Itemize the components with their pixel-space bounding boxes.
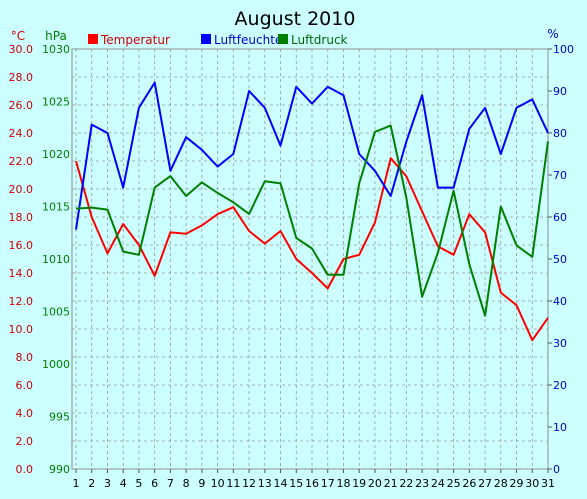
pressure-tick-label: 1030 xyxy=(42,43,70,56)
temp-tick-label: 28.0 xyxy=(9,71,34,84)
temp-tick-label: 14.0 xyxy=(9,267,34,280)
x-tick-label: 4 xyxy=(120,477,127,490)
pressure-tick-label: 1020 xyxy=(42,148,70,161)
x-tick-label: 22 xyxy=(399,477,413,490)
x-tick-label: 31 xyxy=(541,477,555,490)
x-tick-label: 2 xyxy=(88,477,95,490)
x-tick-label: 3 xyxy=(104,477,111,490)
temp-tick-label: 22.0 xyxy=(9,155,34,168)
humidity-tick-label: 0 xyxy=(553,463,560,476)
x-tick-label: 12 xyxy=(242,477,256,490)
series-lines xyxy=(75,81,549,342)
temp-tick-label: 16.0 xyxy=(9,239,34,252)
pressure-tick-label: 995 xyxy=(49,411,70,424)
x-tick-label: 25 xyxy=(447,477,461,490)
temp-tick-label: 24.0 xyxy=(9,127,34,140)
x-tick-label: 20 xyxy=(368,477,382,490)
x-tick-label: 11 xyxy=(226,477,240,490)
x-tick-label: 5 xyxy=(135,477,142,490)
pressure-tick-label: 1005 xyxy=(42,306,70,319)
pressure-tick-label: 1000 xyxy=(42,358,70,371)
x-tick-label: 23 xyxy=(415,477,429,490)
x-tick-label: 10 xyxy=(211,477,225,490)
legend-label-luftfeuchte: Luftfeuchte xyxy=(214,33,282,47)
humidity-tick-label: 10 xyxy=(553,421,567,434)
legend-swatch-luftdruck xyxy=(278,34,288,44)
temp-tick-label: 2.0 xyxy=(16,435,34,448)
humidity-tick-label: 60 xyxy=(553,211,567,224)
temp-unit-label: °C xyxy=(11,29,25,43)
humidity-tick-label: 70 xyxy=(553,169,567,182)
humidity-tick-label: 80 xyxy=(553,127,567,140)
humidity-tick-label: 20 xyxy=(553,379,567,392)
x-tick-label: 26 xyxy=(462,477,476,490)
temp-tick-label: 4.0 xyxy=(16,407,34,420)
temp-tick-label: 26.0 xyxy=(9,99,34,112)
temp-tick-label: 0.0 xyxy=(16,463,34,476)
x-tick-label: 14 xyxy=(274,477,288,490)
temp-tick-label: 20.0 xyxy=(9,183,34,196)
x-tick-label: 8 xyxy=(183,477,190,490)
legend-label-temperatur: Temperatur xyxy=(100,33,170,47)
x-tick-label: 30 xyxy=(525,477,539,490)
temp-tick-label: 30.0 xyxy=(9,43,34,56)
humidity-unit-label: % xyxy=(547,27,558,41)
x-tick-label: 28 xyxy=(494,477,508,490)
luftdruck-line xyxy=(75,124,549,317)
temp-tick-label: 8.0 xyxy=(16,351,34,364)
chart-legend: Temperatur Luftfeuchte Luftdruck xyxy=(88,33,348,47)
x-tick-label: 16 xyxy=(305,477,319,490)
x-tick-label: 27 xyxy=(478,477,492,490)
x-tick-label: 7 xyxy=(167,477,174,490)
chart-title: August 2010 xyxy=(235,8,356,30)
grid-lines xyxy=(72,48,549,470)
temp-tick-label: 6.0 xyxy=(16,379,34,392)
pressure-unit-label: hPa xyxy=(45,29,67,43)
humidity-tick-label: 50 xyxy=(553,253,567,266)
humidity-tick-label: 40 xyxy=(553,295,567,308)
legend-label-luftdruck: Luftdruck xyxy=(291,33,348,47)
temp-tick-label: 18.0 xyxy=(9,211,34,224)
x-tick-label: 24 xyxy=(431,477,445,490)
x-tick-label: 19 xyxy=(352,477,366,490)
x-tick-label: 21 xyxy=(384,477,398,490)
humidity-tick-label: 100 xyxy=(553,43,574,56)
axes: 1 2 3 4 5 6 7 8 9 10 11 12 13 14 15 16 17 18 19 20 21 22 23 24 2… xyxy=(9,43,575,490)
pressure-tick-label: 1010 xyxy=(42,253,70,266)
humidity-tick-label: 30 xyxy=(553,337,567,350)
pressure-tick-label: 1025 xyxy=(42,96,70,109)
legend-swatch-temperatur xyxy=(88,34,98,44)
humidity-tick-label: 90 xyxy=(553,85,567,98)
x-tick-label: 15 xyxy=(289,477,303,490)
x-tick-label: 18 xyxy=(336,477,350,490)
temp-tick-label: 10.0 xyxy=(9,323,34,336)
pressure-tick-label: 990 xyxy=(49,463,70,476)
temp-tick-label: 12.0 xyxy=(9,295,34,308)
temperatur-line xyxy=(75,157,549,342)
legend-swatch-luftfeuchte xyxy=(201,34,211,44)
x-tick-label: 29 xyxy=(510,477,524,490)
x-tick-label: 1 xyxy=(73,477,80,490)
x-tick-label: 6 xyxy=(151,477,158,490)
plot-area xyxy=(71,48,549,470)
x-tick-label: 9 xyxy=(198,477,205,490)
x-tick-label: 17 xyxy=(321,477,335,490)
x-tick-label: 13 xyxy=(258,477,272,490)
luftfeuchte-line xyxy=(75,81,549,230)
pressure-tick-label: 1015 xyxy=(42,201,70,214)
